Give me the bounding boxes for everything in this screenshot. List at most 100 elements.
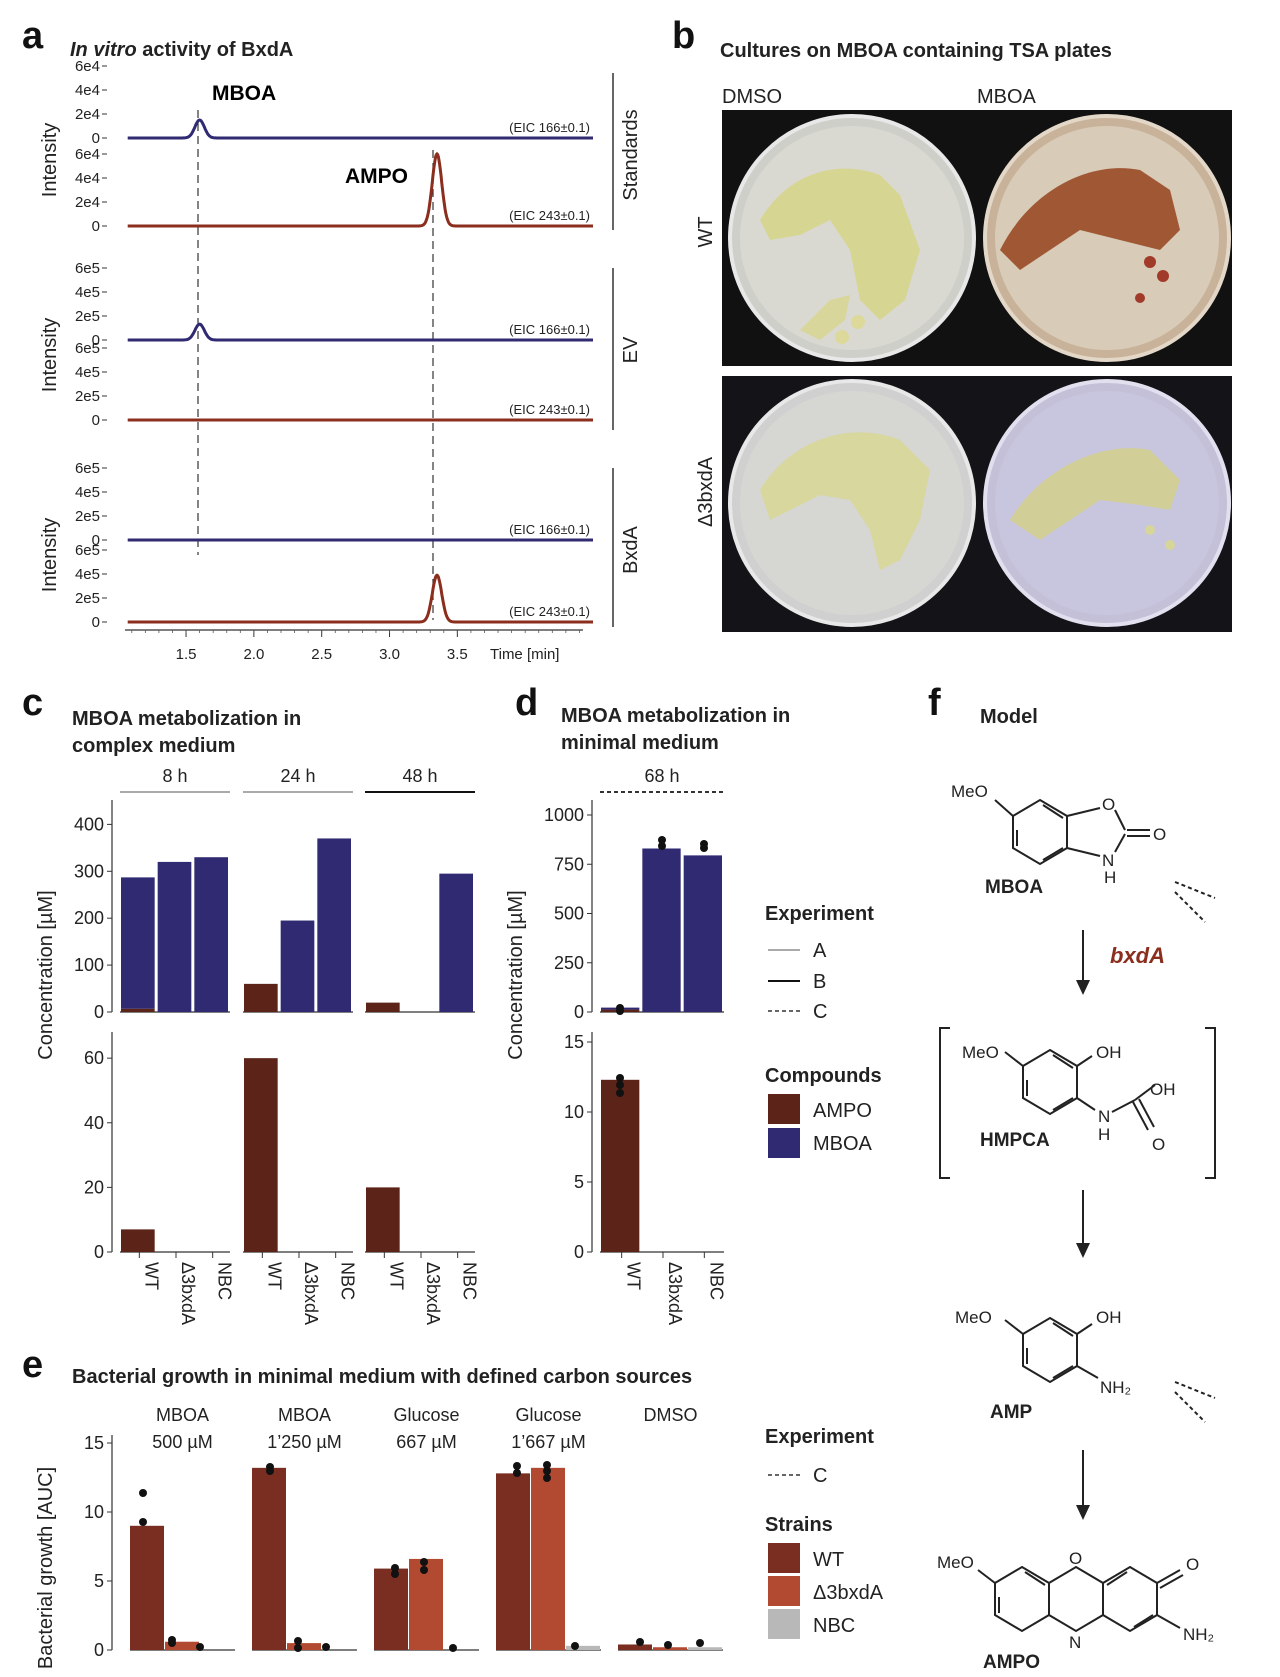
legend-experiment-title: Experiment <box>765 903 874 925</box>
panel-e: e Bacterial growth in minimal medium wit… <box>22 1344 884 1669</box>
bar-upper-mboa <box>280 920 315 1012</box>
category-label: Δ3bxdA <box>301 1262 321 1325</box>
panel-a-ytick-label: 0 <box>92 332 100 349</box>
category-label: NBC <box>338 1262 358 1300</box>
legend-swatch-wt <box>768 1543 800 1573</box>
row-label-wt: WT <box>695 216 717 247</box>
compound-label-amp: AMP <box>990 1402 1033 1423</box>
replicate-dot <box>543 1461 551 1469</box>
replicate-dot <box>696 1639 704 1647</box>
panel-a-ytick-label: 0 <box>92 532 100 549</box>
hmpca-acid-oh-text: OH <box>1150 1080 1176 1099</box>
category-label: WT <box>386 1262 406 1290</box>
eic-label: (EIC 166±0.1) <box>509 322 590 337</box>
replicate-dot <box>700 844 708 852</box>
category-label: Δ3bxdA <box>423 1262 443 1325</box>
replicate-dot <box>420 1566 428 1574</box>
lower-ytick-label: 60 <box>84 1048 104 1068</box>
replicate-dot <box>266 1467 274 1475</box>
group-label-line1: Glucose <box>393 1405 459 1425</box>
group-label-line2: 500 µM <box>152 1432 212 1452</box>
replicate-dot <box>420 1558 428 1566</box>
ampo-o-text: O <box>1186 1555 1199 1574</box>
hmpca-oh-text: OH <box>1096 1043 1122 1062</box>
upper-ytick-label: 500 <box>554 904 584 924</box>
legend-swatch-mboa <box>768 1128 800 1158</box>
ampo-o-ring-text: O <box>1069 1549 1082 1568</box>
legend-swatch-d3bxda <box>768 1576 800 1606</box>
bar-Δ3bxdA <box>531 1467 565 1650</box>
panel-e-ytick-label: 15 <box>84 1433 104 1453</box>
upper-ytick-label: 400 <box>74 814 104 834</box>
mboa-peak-label: MBOA <box>212 82 276 105</box>
replicate-dot <box>616 1081 624 1089</box>
category-label: NBC <box>215 1262 235 1300</box>
upper-ytick-label: 0 <box>94 1002 104 1022</box>
replicate-dot <box>616 1004 624 1012</box>
panel-a-ytick-label: 2e4 <box>75 106 100 123</box>
replicate-dot <box>168 1639 176 1647</box>
legend-e-experiment-title: Experiment <box>765 1426 874 1448</box>
bar-lower-ampo <box>366 1187 400 1252</box>
timepoint-label: 48 h <box>402 766 437 786</box>
category-label: Δ3bxdA <box>178 1262 198 1325</box>
bar-lower-ampo <box>121 1229 155 1252</box>
panel-f-title: Model <box>980 706 1038 728</box>
replicate-dot <box>543 1474 551 1482</box>
legend-exp-b: B <box>813 971 826 993</box>
upper-ytick-label: 0 <box>574 1002 584 1022</box>
panel-a-ylabel-2: Intensity <box>39 318 61 392</box>
eic-label: (EIC 243±0.1) <box>509 402 590 417</box>
panel-a-xtick-label: 1.5 <box>176 646 197 663</box>
chromatogram-trace-mboa <box>127 118 593 140</box>
ampo-peak-label: AMPO <box>345 165 408 188</box>
compound-label-mboa: MBOA <box>985 877 1043 898</box>
lower-ytick-label: 15 <box>564 1032 584 1052</box>
bar-WT <box>130 1525 164 1650</box>
amp-nh2-text: NH₂ <box>1100 1378 1131 1397</box>
panel-a-xtick-label: 3.0 <box>379 646 400 663</box>
plate-wt-dmso <box>728 114 976 362</box>
structure-ampo: MeO O O N NH₂ AMPO <box>937 1549 1214 1673</box>
mboa-o-carbonyl-text: O <box>1153 825 1166 844</box>
replicate-dot <box>664 1641 672 1649</box>
group-label-bxda: BxdA <box>620 525 642 573</box>
bar-lower-ampo <box>601 1079 640 1252</box>
upper-ytick-label: 300 <box>74 861 104 881</box>
compound-label-hmpca: HMPCA <box>980 1130 1050 1151</box>
group-label-line1: Glucose <box>515 1405 581 1425</box>
panel-b-label: b <box>672 15 695 57</box>
panel-a-ytick-label: 0 <box>92 130 100 147</box>
amp-oh-text: OH <box>1096 1308 1122 1327</box>
bar-Δ3bxdA <box>409 1558 443 1650</box>
eic-label: (EIC 166±0.1) <box>509 522 590 537</box>
category-label: NBC <box>460 1262 480 1300</box>
panel-e-chart: 15 10 5 0 MBOA 500 µM MBOA 1’250 µM Glucose 667 µ… <box>84 1405 723 1660</box>
panel-a-ytick-label: 0 <box>92 412 100 429</box>
lower-ytick-label: 10 <box>564 1102 584 1122</box>
eic-label: (EIC 243±0.1) <box>509 208 590 223</box>
replicate-dot <box>139 1489 147 1497</box>
mboa-n-text: N <box>1102 851 1114 870</box>
replicate-dot <box>449 1644 457 1652</box>
bar-upper-mboa <box>194 857 228 1012</box>
panel-a-ytick-label: 6e5 <box>75 260 100 277</box>
upper-ytick-label: 200 <box>74 908 104 928</box>
chromatogram-trace-ampo <box>127 151 593 228</box>
panel-a-ytick-label: 4e5 <box>75 364 100 381</box>
panel-c-title-line1: MBOA metabolization in <box>72 708 301 730</box>
side-arrow-1b <box>1174 891 1206 923</box>
panel-a-ylabel-1: Intensity <box>39 123 61 197</box>
panel-a-title: In vitro activity of BxdA <box>70 39 293 61</box>
panel-b-title: Cultures on MBOA containing TSA plates <box>720 40 1112 62</box>
row-label-d3bxda: Δ3bxdA <box>695 456 717 527</box>
arrow-2-head <box>1076 1243 1090 1258</box>
bar-upper-mboa <box>642 848 681 1012</box>
legend-compound-ampo: AMPO <box>813 1100 872 1122</box>
bar-lower-ampo <box>244 1058 278 1252</box>
panel-a-ytick-label: 2e5 <box>75 508 100 525</box>
category-label: NBC <box>706 1262 726 1300</box>
legend-strain-nbc: NBC <box>813 1615 855 1637</box>
bar-upper-mboa <box>439 873 473 1012</box>
panel-a-ytick-label: 0 <box>92 218 100 235</box>
